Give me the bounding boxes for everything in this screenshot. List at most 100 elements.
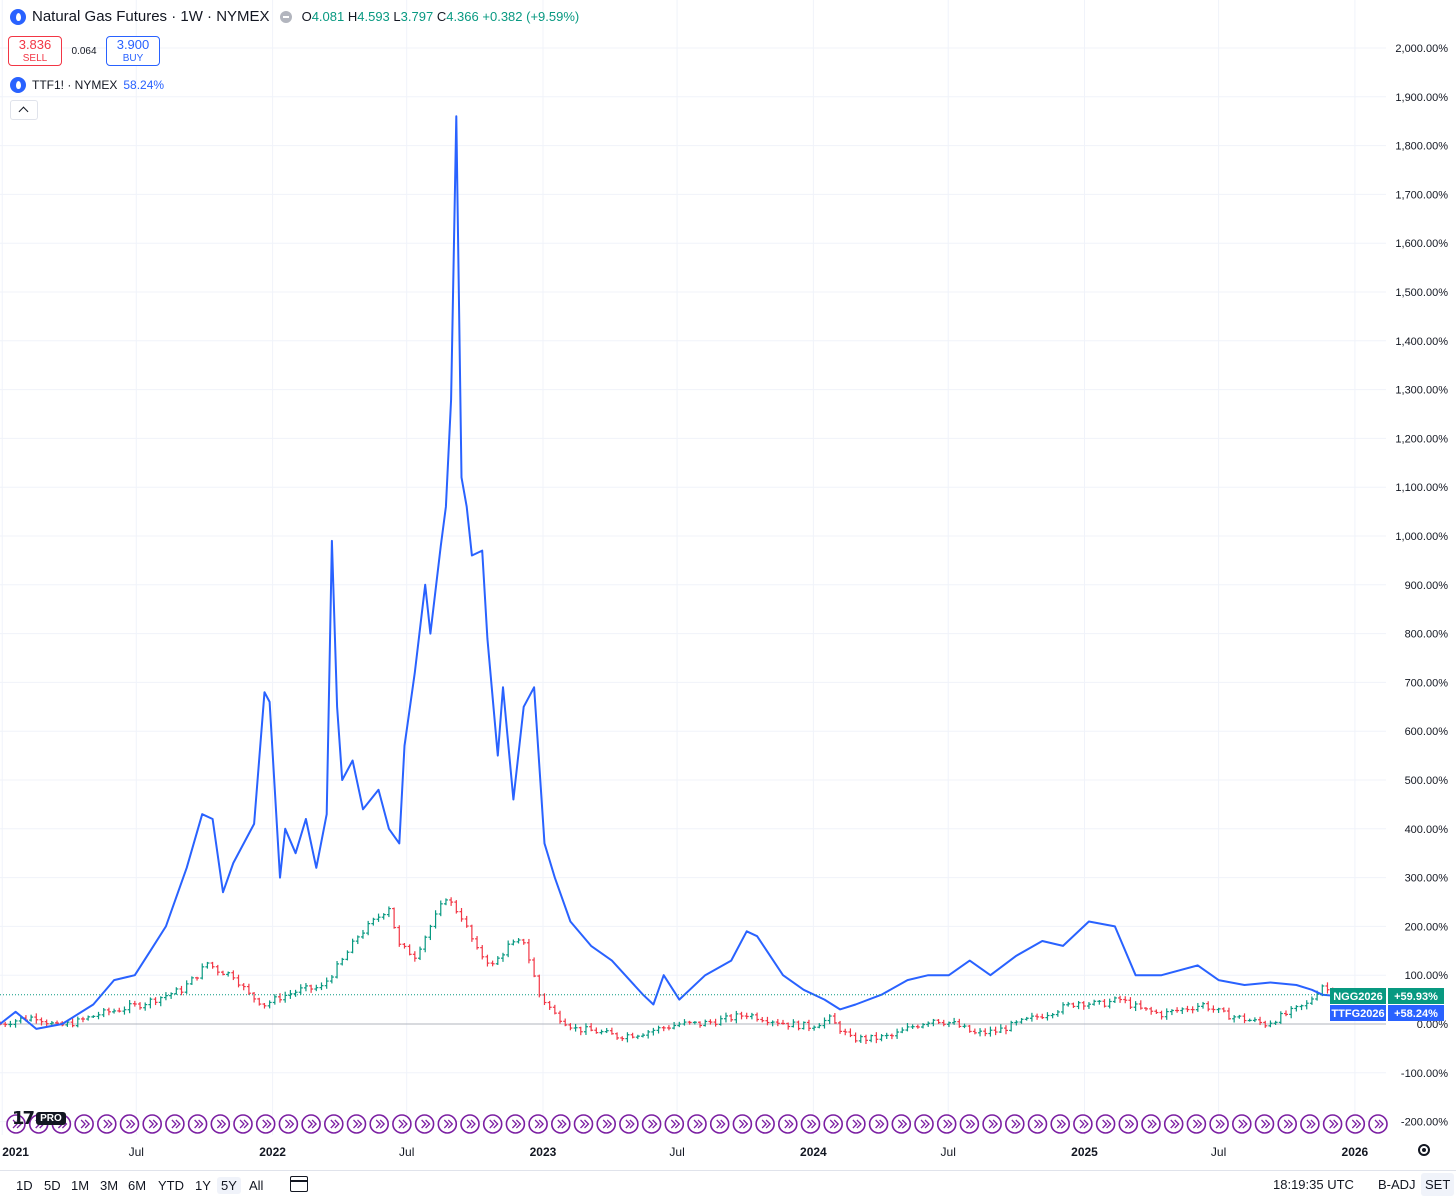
event-marker-icon[interactable] <box>1345 1114 1366 1134</box>
event-marker-icon[interactable] <box>1277 1114 1297 1134</box>
calendar-goto-icon[interactable] <box>290 1176 308 1192</box>
event-marker-icon[interactable] <box>460 1114 480 1134</box>
event-marker-icon[interactable] <box>414 1114 435 1134</box>
event-marker-icon[interactable] <box>823 1114 844 1134</box>
event-marker-icon[interactable] <box>392 1114 412 1134</box>
event-marker-icon[interactable] <box>755 1114 775 1134</box>
event-marker-icon[interactable] <box>619 1114 639 1134</box>
event-marker-icon[interactable] <box>437 1114 458 1134</box>
event-marker-icon[interactable] <box>687 1114 707 1134</box>
tradingview-logo[interactable]: 17 PRO <box>12 1108 66 1129</box>
event-marker-icon[interactable] <box>1050 1114 1070 1134</box>
ngg-ohlc-bar <box>459 907 464 922</box>
event-chevron-icon <box>965 1119 976 1129</box>
back-adjust-toggle[interactable]: B-ADJ <box>1378 1177 1416 1192</box>
event-marker-icon[interactable] <box>1073 1114 1093 1134</box>
ngg-ohlc-bar <box>978 1028 983 1037</box>
event-marker-icon[interactable] <box>1232 1114 1252 1134</box>
event-marker-icon[interactable] <box>187 1114 208 1134</box>
sell-button[interactable]: 3.836 SELL <box>8 36 62 66</box>
event-marker-icon[interactable] <box>6 1114 26 1134</box>
event-marker-icon[interactable] <box>982 1114 1002 1134</box>
event-marker-icon[interactable] <box>301 1114 321 1134</box>
event-marker-icon[interactable] <box>323 1114 344 1134</box>
event-circle <box>709 1114 730 1134</box>
event-marker-icon[interactable] <box>278 1114 299 1134</box>
range-1m[interactable]: 1M <box>71 1178 90 1193</box>
event-marker-icon[interactable] <box>369 1114 390 1134</box>
event-marker-icon[interactable] <box>641 1114 662 1134</box>
range-1y[interactable]: 1Y <box>195 1178 211 1193</box>
ngg-ohlc-bar <box>583 1023 588 1035</box>
event-marker-icon[interactable] <box>119 1114 140 1134</box>
event-marker-icon[interactable] <box>210 1114 231 1134</box>
settings-gear-icon[interactable] <box>1418 1144 1430 1156</box>
event-marker-icon[interactable] <box>1141 1114 1161 1134</box>
event-marker-icon[interactable] <box>233 1114 253 1134</box>
event-circle <box>1300 1114 1320 1134</box>
event-marker-icon[interactable] <box>550 1114 571 1134</box>
event-marker-icon[interactable] <box>936 1114 957 1134</box>
ngg-ohlc-bar <box>184 980 189 994</box>
ngg-ohlc-bar <box>267 1000 272 1009</box>
ngg-ohlc-bar <box>952 1017 957 1025</box>
event-marker-icon[interactable] <box>800 1114 821 1134</box>
event-marker-icon[interactable] <box>505 1114 526 1134</box>
range-3m[interactable]: 3M <box>100 1178 119 1193</box>
event-marker-icon[interactable] <box>1027 1114 1048 1134</box>
event-marker-icon[interactable] <box>573 1114 594 1134</box>
range-ytd[interactable]: YTD <box>158 1178 184 1193</box>
event-marker-icon[interactable] <box>1209 1114 1229 1134</box>
event-marker-icon[interactable] <box>732 1114 753 1134</box>
event-chevron-icon <box>829 1119 840 1129</box>
ngg-ohlc-bar <box>215 964 220 976</box>
compare-symbol[interactable]: TTF1! · NYMEX <box>32 78 118 92</box>
event-marker-icon[interactable] <box>74 1114 94 1134</box>
event-marker-icon[interactable] <box>1118 1114 1139 1134</box>
ngg-ohlc-bar <box>174 987 179 995</box>
event-marker-icon[interactable] <box>596 1114 617 1134</box>
utc-clock[interactable]: 18:19:35 UTC <box>1273 1177 1354 1192</box>
range-1d[interactable]: 1D <box>16 1178 33 1193</box>
ngg-ohlc-bar <box>1076 1000 1081 1010</box>
settlement-toggle[interactable]: SET <box>1421 1173 1455 1196</box>
event-circle <box>1027 1114 1048 1134</box>
event-marker-icon[interactable] <box>959 1114 980 1134</box>
event-marker-icon[interactable] <box>914 1114 934 1134</box>
event-marker-icon[interactable] <box>255 1114 276 1134</box>
event-marker-icon[interactable] <box>1300 1114 1320 1134</box>
range-5d[interactable]: 5D <box>44 1178 61 1193</box>
event-marker-icon[interactable] <box>868 1114 889 1134</box>
event-marker-icon[interactable] <box>97 1114 117 1134</box>
ngg-ohlc-bar <box>246 983 251 995</box>
event-marker-icon[interactable] <box>1095 1114 1116 1134</box>
symbol-title[interactable]: Natural Gas Futures · 1W · NYMEX <box>32 8 270 25</box>
event-marker-icon[interactable] <box>1322 1114 1343 1134</box>
event-marker-icon[interactable] <box>1004 1114 1025 1134</box>
event-marker-icon[interactable] <box>846 1114 866 1134</box>
event-marker-icon[interactable] <box>528 1114 548 1134</box>
event-marker-icon[interactable] <box>165 1114 185 1134</box>
event-marker-icon[interactable] <box>777 1114 798 1134</box>
ngg-ohlc-bar <box>350 938 355 954</box>
event-marker-icon[interactable] <box>1254 1114 1275 1134</box>
ngg-ohlc-bar <box>599 1029 604 1035</box>
range-all[interactable]: All <box>249 1178 264 1193</box>
event-marker-icon[interactable] <box>1163 1114 1184 1134</box>
range-5y[interactable]: 5Y <box>217 1177 241 1194</box>
event-marker-icon[interactable] <box>664 1114 685 1134</box>
event-marker-icon[interactable] <box>1368 1114 1388 1134</box>
visibility-toggle-icon[interactable] <box>279 10 292 23</box>
event-marker-icon[interactable] <box>891 1114 912 1134</box>
ngg-ohlc-bar <box>687 1020 692 1025</box>
event-marker-icon[interactable] <box>1186 1114 1207 1134</box>
event-marker-icon[interactable] <box>346 1114 367 1134</box>
ngg-ohlc-bar <box>1086 1002 1091 1009</box>
buy-button[interactable]: 3.900 BUY <box>106 36 160 66</box>
collapse-legend-button[interactable] <box>10 100 38 120</box>
event-marker-icon[interactable] <box>709 1114 730 1134</box>
event-marker-icon[interactable] <box>142 1114 162 1134</box>
range-6m[interactable]: 6M <box>128 1178 147 1193</box>
event-marker-icon[interactable] <box>482 1114 503 1134</box>
